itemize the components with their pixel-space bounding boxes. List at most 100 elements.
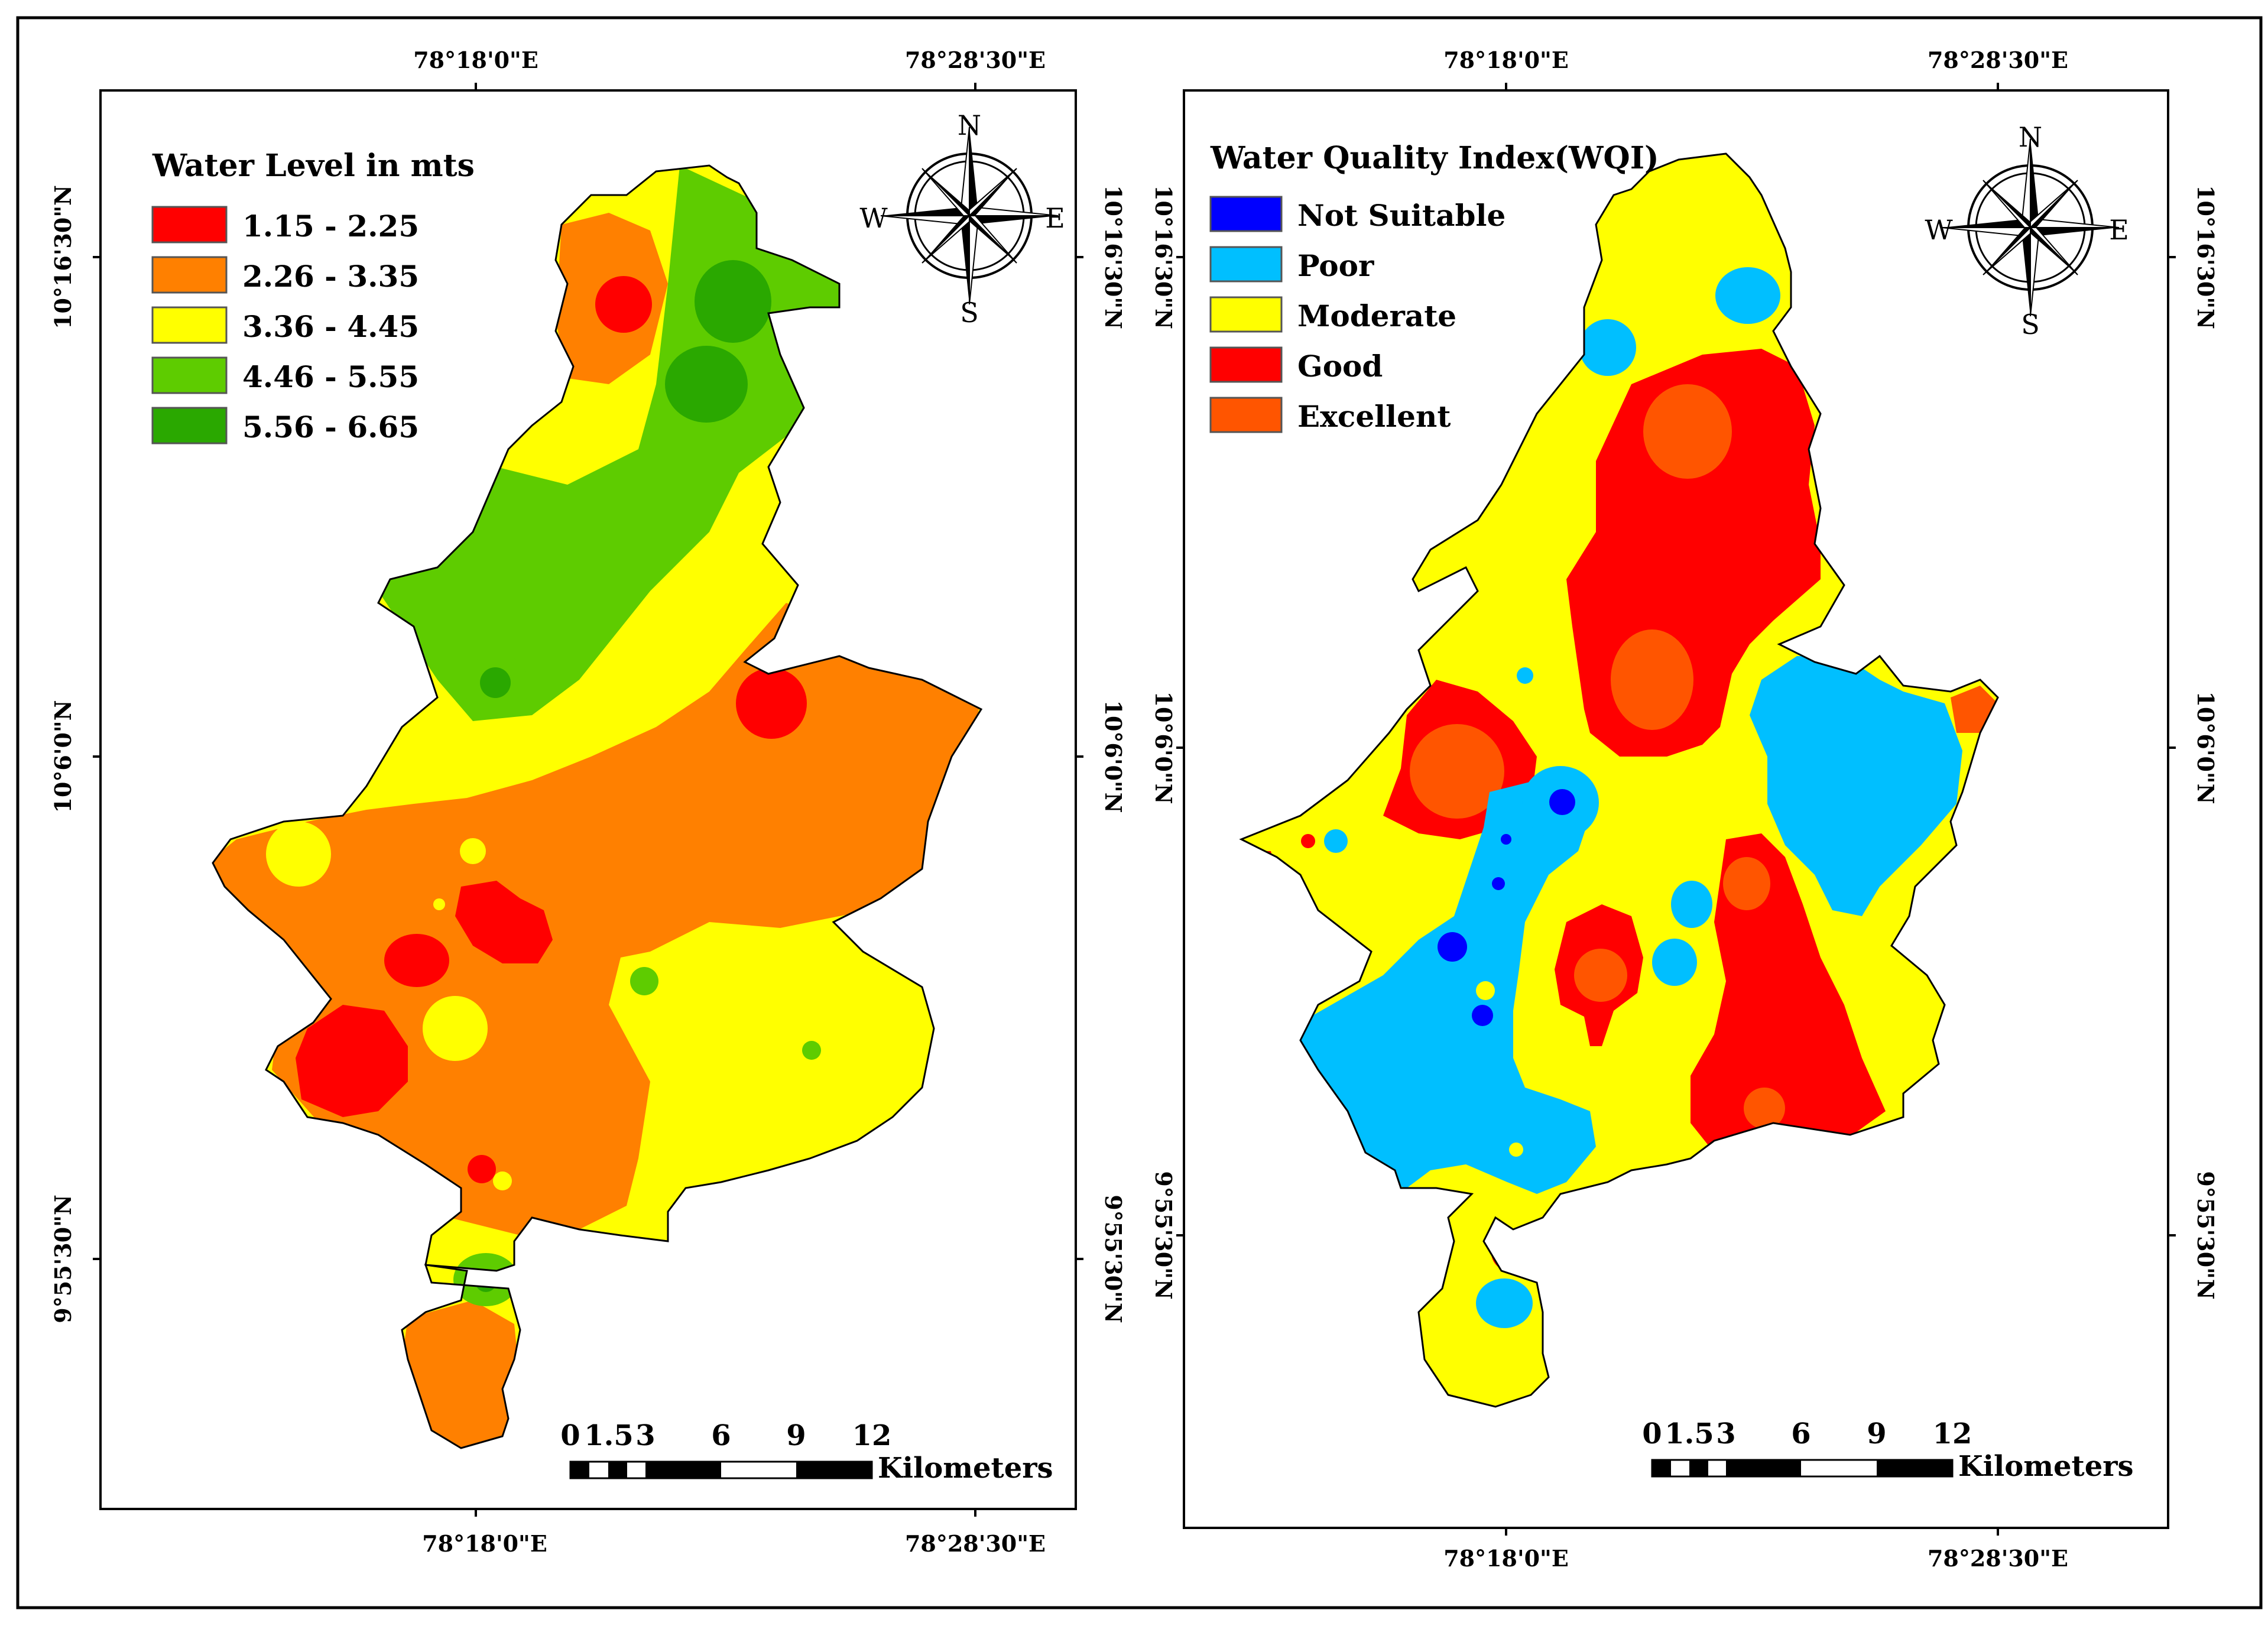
left-scale-tick-0: 0 (560, 1419, 580, 1452)
right-legend-swatch-1 (1209, 196, 1283, 232)
left-left-lat-2: 10°6'0"N (50, 700, 76, 813)
right-compass-s: S (2021, 309, 2040, 340)
left-zone-red-west (384, 934, 449, 987)
left-zone-yellow-mid (423, 996, 488, 1061)
left-legend-swatch-3 (151, 306, 228, 344)
right-zone-cyan-small-2 (1517, 667, 1533, 684)
right-zone-blue-4 (1492, 877, 1505, 890)
left-legend-swatch-5 (151, 407, 228, 444)
right-legend-label-1: Not Suitable (1297, 198, 1505, 233)
right-north-arrow-icon (1941, 138, 2120, 317)
left-zone-yellow-small-1 (460, 838, 486, 864)
right-zone-cyan-east (1750, 656, 1962, 916)
right-zone-excellent-north (1643, 384, 1732, 479)
left-right-lat-2: 10°6'0"N (1100, 700, 1127, 813)
right-top-lon-1: 78°18'0"E (1443, 47, 1569, 73)
left-zone-red-north (595, 276, 652, 333)
left-scale-tick-2: 3 (635, 1419, 655, 1452)
right-zone-yellow-spot-2 (1509, 1143, 1523, 1157)
right-scale-tick-3: 6 (1791, 1417, 1810, 1450)
left-legend-label-3: 3.36 - 4.45 (242, 309, 419, 344)
right-district-outline (1239, 152, 1999, 1408)
right-zone-red-southeast (1691, 833, 1886, 1153)
right-zone-cyan-mid-1 (1671, 881, 1712, 928)
right-right-lat-2: 10°6'0"N (2192, 692, 2219, 804)
left-right-lat-1: 10°16'30"N (1100, 185, 1127, 329)
left-top-lon-1: 78°18'0"E (413, 47, 538, 73)
left-scale-bar: 0 1.5 3 6 9 12 Kilometers (560, 1419, 1053, 1485)
left-bottom-lon-2: 78°28'30"E (905, 1530, 1046, 1557)
right-map-panel: 78°18'0"E 78°28'30"E 78°18'0"E 78°28'30"… (1150, 47, 2219, 1572)
left-legend-swatch-4 (151, 356, 228, 394)
right-left-lat-3: 9°55'30"N (1150, 1171, 1177, 1299)
right-right-lat-3: 9°55'30"N (2192, 1171, 2219, 1299)
right-zone-cyan-mid-2 (1652, 939, 1697, 986)
right-right-lat-1: 10°16'30"N (2192, 185, 2219, 329)
right-scale-tick-4: 9 (1867, 1417, 1886, 1450)
left-zone-yellow-west (266, 822, 331, 887)
right-bottom-lon-2: 78°28'30"E (1928, 1545, 2068, 1572)
left-zone-red-east (736, 668, 807, 739)
right-compass-e: E (2109, 214, 2129, 246)
left-zone-yellow-small-3 (493, 1171, 512, 1190)
right-legend-swatch-5 (1209, 397, 1283, 433)
right-zone-excellent-mid (1611, 629, 1693, 730)
left-zone-darkgreen-1 (695, 260, 771, 343)
left-right-lat-3: 9°55'30"N (1100, 1195, 1127, 1323)
left-legend-label-5: 5.56 - 6.65 (242, 410, 419, 444)
right-legend-label-5: Excellent (1297, 399, 1451, 434)
left-left-lat-3: 9°55'30"N (50, 1195, 76, 1323)
left-zone-darkgreen-spot-1 (480, 667, 511, 698)
left-zone-green-spot-3 (802, 1041, 821, 1060)
right-scale-bar: 0 1.5 3 6 9 12 Kilometers (1642, 1417, 2133, 1483)
right-legend-title: Water Quality Index(WQI) (1210, 140, 1659, 176)
right-legend-label-2: Poor (1297, 248, 1374, 283)
right-compass-n: N (2019, 121, 2042, 153)
right-zone-cyan-north-2 (1579, 319, 1636, 376)
right-left-lat-2: 10°6'0"N (1150, 692, 1177, 804)
left-zone-red-central (455, 881, 553, 963)
left-legend-title: Water Level in mts (152, 148, 475, 184)
right-zone-blue-2 (1438, 932, 1467, 962)
left-legend-swatch-1 (151, 206, 228, 244)
left-legend-swatch-2 (151, 256, 228, 294)
left-zone-green-spot-2 (630, 967, 658, 995)
left-map-panel: 78°18'0"E 78°28'30"E 78°18'0"E 78°28'30"… (50, 47, 1127, 1557)
right-legend-swatch-4 (1209, 346, 1283, 383)
left-district-outline (212, 164, 983, 1449)
left-legend-label-1: 1.15 - 2.25 (242, 209, 419, 244)
left-scale-unit: Kilometers (878, 1452, 1053, 1485)
right-scale-tick-0: 0 (1642, 1417, 1662, 1450)
right-zone-blue-1 (1549, 789, 1575, 815)
left-compass-w: W (859, 202, 888, 234)
right-legend: Water Quality Index(WQI) Not Suitable Po… (1209, 140, 1659, 434)
left-zone-orange-south (402, 1300, 520, 1448)
left-scale-tick-4: 9 (786, 1419, 806, 1452)
left-compass-n: N (958, 109, 981, 141)
right-legend-swatch-3 (1209, 296, 1283, 333)
right-zone-blue-5 (1501, 834, 1511, 845)
right-zone-excellent-west (1410, 724, 1504, 819)
left-bottom-lon-1: 78°18'0"E (422, 1530, 547, 1557)
right-zone-excellent-southeast-1 (1723, 857, 1770, 910)
right-zone-red-small-west (1301, 834, 1315, 848)
left-compass-s: S (960, 297, 979, 329)
left-north-arrow-icon (880, 126, 1059, 305)
right-bottom-lon-1: 78°18'0"E (1443, 1545, 1569, 1572)
left-compass-e: E (1045, 202, 1065, 234)
left-scale-tick-5: 12 (852, 1419, 892, 1452)
right-zone-excellent-southeast-2 (1744, 1088, 1785, 1129)
left-zone-darkgreen-2 (665, 346, 748, 423)
right-left-lat-1: 10°16'30"N (1150, 185, 1177, 329)
left-zone-red-southwest (296, 1005, 408, 1117)
right-zone-blue-3 (1472, 1005, 1493, 1026)
right-scale-tick-5: 12 (1933, 1417, 1972, 1450)
right-zone-cyan-north-1 (1715, 267, 1780, 324)
right-scale-unit: Kilometers (1958, 1450, 2134, 1483)
right-legend-label-3: Moderate (1297, 298, 1456, 333)
left-scale-tick-3: 6 (711, 1419, 731, 1452)
right-top-lon-2: 78°28'30"E (1928, 47, 2068, 73)
right-scale-tick-2: 3 (1716, 1417, 1735, 1450)
right-legend-label-4: Good (1297, 349, 1383, 384)
